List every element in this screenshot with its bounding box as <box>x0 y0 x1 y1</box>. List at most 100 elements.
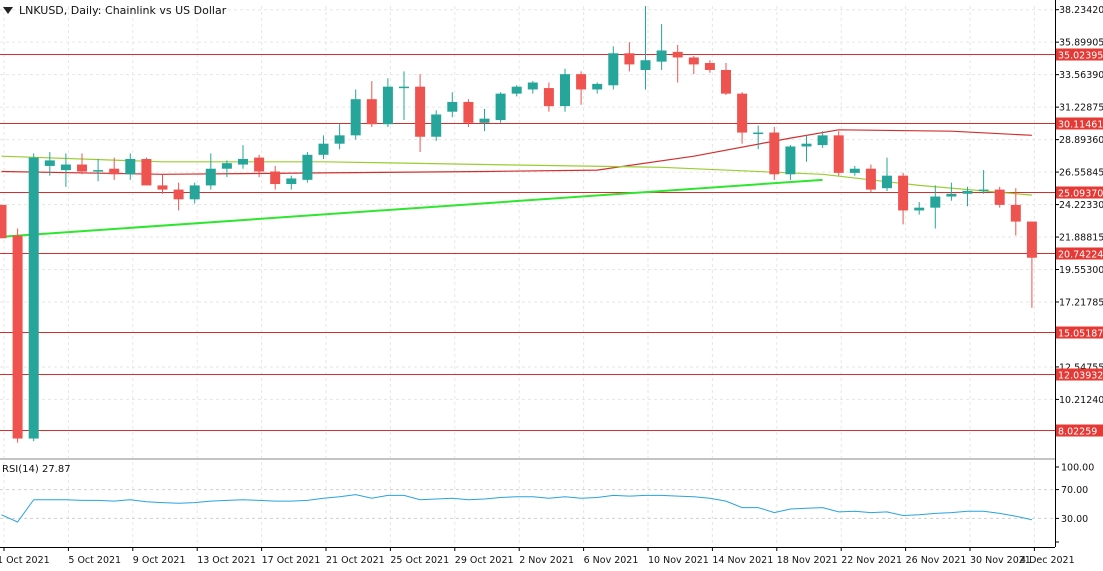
date-tick-label: 5 Oct 2021 <box>68 555 121 566</box>
candle-body <box>608 53 619 86</box>
candle <box>431 110 442 141</box>
level-price-label: 12.03932 <box>1058 371 1103 382</box>
date-tick-label: 30 Nov 2021 <box>970 555 1031 566</box>
price-tick-label: 19.55300 <box>1059 265 1103 276</box>
candle <box>366 81 377 127</box>
candle <box>672 44 683 83</box>
moving-average-red <box>1 129 1032 175</box>
candle <box>511 85 522 97</box>
candle-body <box>833 135 844 173</box>
date-tick-label: 6 Nov 2021 <box>584 555 639 566</box>
level-price-label-bg <box>1056 424 1103 437</box>
level-price-label: 8.02259 <box>1058 427 1097 438</box>
chart-title: LNKUSD, Daily: Chainlink vs US Dollar <box>19 3 227 17</box>
candle-body <box>672 51 683 58</box>
candle <box>254 154 265 178</box>
price-tick-label: 17.21785 <box>1059 297 1103 308</box>
date-tick-label: 1 Oct 2021 <box>0 555 50 566</box>
level-price-label-bg <box>1056 247 1103 260</box>
horizontal-levels[interactable] <box>0 54 1055 431</box>
candle <box>721 63 731 96</box>
candle-body <box>270 171 281 185</box>
level-price-label: 35.02395 <box>1058 51 1103 62</box>
price-tick-label: 31.22875 <box>1059 103 1103 114</box>
candle <box>656 24 667 70</box>
candle-body <box>882 175 892 189</box>
date-tick-label: 25 Oct 2021 <box>390 555 449 566</box>
candle-body <box>688 57 699 65</box>
candle-body <box>656 50 667 62</box>
date-tick-label: 17 Oct 2021 <box>262 555 321 566</box>
candle-body <box>431 114 442 137</box>
rsi-line <box>1 494 1033 523</box>
date-tick-label: 4 Dec 2021 <box>1020 555 1075 566</box>
candle <box>624 42 635 72</box>
candle <box>495 92 506 123</box>
candle <box>801 135 812 162</box>
candle <box>1010 188 1021 236</box>
candle <box>898 172 909 225</box>
level-price-label: 25.09370 <box>1058 189 1103 200</box>
level-price-label-bg <box>1056 186 1103 199</box>
chart-title-bar: LNKUSD, Daily: Chainlink vs US Dollar <box>0 2 226 18</box>
candle <box>849 165 860 176</box>
candle-body <box>592 83 603 90</box>
candle <box>608 46 619 90</box>
candle-body <box>753 132 764 135</box>
rsi-indicator-label: RSI(14) 27.87 <box>2 464 71 475</box>
candle <box>833 131 844 176</box>
candle-body <box>221 163 232 169</box>
candle-body <box>576 74 587 90</box>
candle-body <box>318 143 329 155</box>
price-tick-label: 28.89360 <box>1059 135 1103 146</box>
dropdown-arrow-icon[interactable] <box>3 6 13 14</box>
candle <box>447 92 458 118</box>
date-tick-label: 13 Oct 2021 <box>197 555 256 566</box>
price-tick-label: 24.22330 <box>1059 200 1103 211</box>
candle-body <box>704 63 715 70</box>
candle <box>817 131 828 148</box>
date-tick-label: 14 Nov 2021 <box>712 555 773 566</box>
candle <box>157 174 168 194</box>
candle <box>350 89 361 140</box>
candle-body <box>125 158 136 175</box>
candles <box>0 6 1037 443</box>
candle-body <box>334 135 345 144</box>
candle-body <box>399 86 409 89</box>
date-tick-label: 29 Oct 2021 <box>455 555 514 566</box>
candle-body <box>801 143 812 147</box>
candle <box>640 6 651 90</box>
candle <box>28 153 39 442</box>
candle-body <box>543 88 554 107</box>
candle-body <box>769 132 780 175</box>
candle-body <box>302 154 313 180</box>
price-tick-label: 38.23420 <box>1059 5 1103 16</box>
candle <box>865 164 876 193</box>
trend-line <box>0 178 823 238</box>
candle-body <box>785 146 796 175</box>
level-price-label-bg <box>1056 117 1103 130</box>
candle <box>882 157 892 191</box>
rsi-panel <box>0 458 1055 523</box>
level-price-label: 15.05187 <box>1058 329 1103 340</box>
candle <box>946 182 957 201</box>
candle <box>479 108 490 132</box>
candle-body <box>624 53 635 65</box>
candle-body <box>946 193 957 197</box>
candle-body <box>978 189 989 192</box>
candle-body <box>93 170 104 172</box>
candle-body <box>560 74 570 107</box>
price-tick-label: 21.88815 <box>1059 233 1103 244</box>
candle <box>576 71 587 105</box>
candle-body <box>141 158 152 186</box>
candle-body <box>12 235 23 439</box>
candle <box>994 186 1005 208</box>
candle-body <box>994 189 1005 205</box>
candle <box>753 125 764 150</box>
candle-body <box>495 93 506 121</box>
candle-body <box>447 101 458 112</box>
level-price-label: 20.74224 <box>1058 250 1103 261</box>
trend-line-group[interactable] <box>0 178 823 238</box>
